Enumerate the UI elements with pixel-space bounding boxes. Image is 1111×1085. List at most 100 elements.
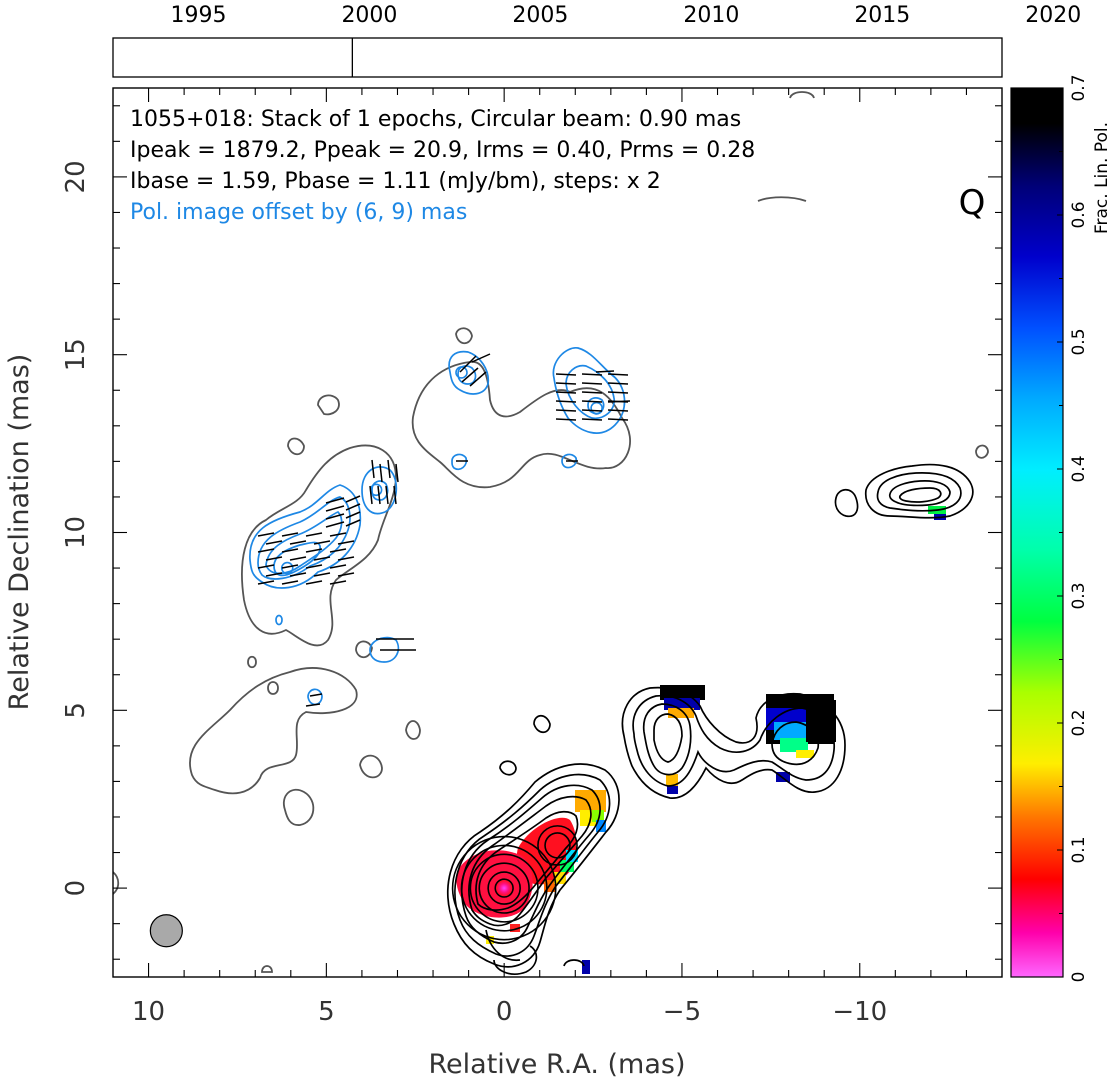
evpa-stick xyxy=(555,373,577,376)
stokes-i-contour xyxy=(460,784,601,945)
evpa-stick xyxy=(595,370,615,373)
y-tick-label: 5 xyxy=(61,702,91,719)
evpa-stick xyxy=(281,580,299,585)
colorbar-tick-label: 0.1 xyxy=(1069,836,1089,863)
colorbar-tick-label: 0.4 xyxy=(1069,455,1089,482)
stokes-i-contour xyxy=(261,965,273,973)
evpa-stick xyxy=(325,521,345,528)
epoch-timeline: 1995 2000 2005 2010 2015 2020 xyxy=(112,3,1081,78)
x-axis-label: Relative R.A. (mas) xyxy=(429,1049,686,1080)
evpa-stick xyxy=(607,382,629,385)
evpa-stick xyxy=(305,580,323,585)
evpa-stick xyxy=(555,400,577,403)
evpa-stick xyxy=(345,519,361,527)
evpa-stick xyxy=(337,540,355,545)
pol-contour xyxy=(307,688,323,706)
core-ring xyxy=(460,844,548,932)
beam-ellipse xyxy=(149,914,183,948)
pol-contour xyxy=(275,614,283,626)
evpa-stick xyxy=(555,418,577,421)
x-tick-label: 5 xyxy=(318,997,335,1027)
evpa-stick xyxy=(281,532,299,537)
pol-contour xyxy=(257,496,351,580)
frac-pol-pixel-block xyxy=(592,810,604,822)
frac-pol-pixel-block xyxy=(806,700,836,742)
evpa-stick xyxy=(555,409,577,412)
stokes-i-contour xyxy=(455,327,473,345)
stokes-i-contour xyxy=(405,720,421,740)
evpa-stick xyxy=(607,409,629,412)
y-tick-label: 15 xyxy=(61,338,91,371)
colorbar-tick-label: 0.7 xyxy=(1069,74,1089,101)
frac-pol-pixel-block xyxy=(667,786,678,794)
evpa-stick xyxy=(289,556,307,561)
core-contour-tail xyxy=(493,945,538,975)
stokes-i-contour xyxy=(653,713,683,763)
evpa-stick xyxy=(607,400,631,403)
stokes-i-contour xyxy=(898,487,942,503)
stokes-i-contour xyxy=(454,773,611,957)
evpa-stick xyxy=(393,485,397,505)
pol-contour xyxy=(565,364,615,420)
evpa-stick xyxy=(385,485,389,505)
frac-pol-pixel-block xyxy=(666,774,678,786)
core-center-fill xyxy=(496,880,513,896)
evpa-stick xyxy=(345,503,361,511)
stokes-i-contour xyxy=(632,694,835,787)
pol-peak-contour xyxy=(280,561,294,575)
evpa-stick xyxy=(607,373,629,376)
evpa-stick xyxy=(305,532,323,537)
evpa-stick xyxy=(395,463,399,483)
evpa-stick xyxy=(581,418,603,421)
evpa-stick xyxy=(555,382,577,385)
evpa-stick xyxy=(313,540,331,545)
evpa-stick xyxy=(555,391,577,394)
colorbar-tick-label: 0.5 xyxy=(1069,328,1089,355)
evpa-stick xyxy=(469,371,487,387)
evpa-stick xyxy=(309,693,323,697)
stokes-i-contour xyxy=(267,681,279,695)
evpa-stick xyxy=(337,572,355,577)
evpa-stick xyxy=(371,459,375,479)
colorbar-label: Frac. Lin. Pol. xyxy=(1092,122,1111,234)
core-ring xyxy=(451,835,557,941)
pol-contour xyxy=(265,511,343,575)
stokes-i-contour xyxy=(247,655,257,669)
evpa-stick xyxy=(581,382,603,385)
pol-contour-upper-knot xyxy=(361,466,398,515)
pol-contour-north-peak xyxy=(448,350,490,395)
pol-contour-knot-outer xyxy=(249,484,362,589)
stokes-i-contour xyxy=(771,721,820,766)
pol-contour-north-west xyxy=(552,347,626,434)
info-line-2: Ipeak = 1879.2, Ppeak = 20.9, Irms = 0.4… xyxy=(130,138,755,163)
core-ring xyxy=(478,862,530,914)
evpa-stick xyxy=(345,495,361,503)
evpa-stick xyxy=(329,564,347,569)
stokes-i-contour xyxy=(757,196,807,202)
pol-contour xyxy=(451,453,468,471)
frac-pol-pixel-block xyxy=(780,738,808,752)
evpa-stick xyxy=(607,391,629,394)
band-label: Q xyxy=(959,183,986,223)
y-axis-label: Relative Declination (mas) xyxy=(4,354,35,711)
x-tick-label: 10 xyxy=(132,997,165,1027)
evpa-stick xyxy=(337,556,355,561)
stokes-i-contour xyxy=(485,929,521,961)
fractional-polarization-image xyxy=(456,506,946,974)
evpa-stick xyxy=(325,513,345,520)
core-ring xyxy=(469,853,539,923)
frac-pol-pixel-block xyxy=(774,722,806,740)
evpa-stick xyxy=(581,409,603,412)
stokes-i-contour xyxy=(975,444,989,459)
core-contours xyxy=(446,463,974,975)
evpa-stick xyxy=(257,580,275,585)
colorbar: 0 0.1 0.2 0.3 0.4 0.5 0.6 0.7 Frac. Lin. Pol. xyxy=(1010,74,1111,982)
timeline-tick-label: 2015 xyxy=(854,3,910,28)
info-line-1: 1055+018: Stack of 1 epochs, Circular be… xyxy=(130,107,741,132)
evpa-stick xyxy=(257,548,275,553)
frac-pol-pixel-block xyxy=(582,960,590,974)
y-tick-label: 0 xyxy=(61,880,91,897)
secondary-peak-contour xyxy=(537,825,578,866)
timeline-tick-label: 2010 xyxy=(683,3,739,28)
pol-contour xyxy=(561,453,578,469)
